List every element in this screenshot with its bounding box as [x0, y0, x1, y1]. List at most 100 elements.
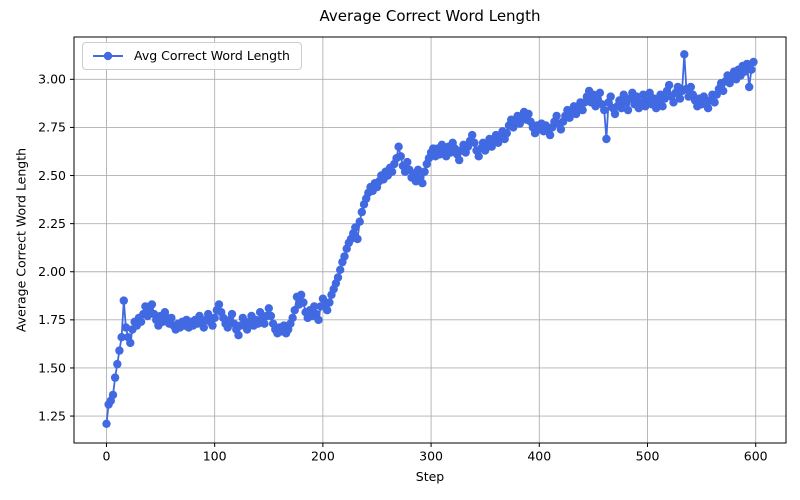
- data-point-marker: [336, 265, 345, 274]
- data-point-marker: [136, 317, 146, 326]
- data-point-marker: [749, 57, 758, 67]
- data-point-marker: [223, 323, 232, 332]
- data-point-marker: [658, 102, 667, 111]
- x-tick-label: 100: [203, 449, 227, 464]
- data-point-marker: [639, 90, 648, 99]
- y-tick-label: 2.75: [38, 120, 66, 135]
- data-point-marker: [204, 309, 213, 319]
- data-point-marker: [552, 111, 561, 121]
- data-point-marker: [119, 296, 128, 305]
- data-point-marker: [600, 105, 609, 115]
- data-point-marker: [740, 67, 750, 76]
- data-point-marker: [208, 321, 217, 330]
- data-point-marker: [578, 105, 587, 115]
- data-point-marker: [719, 86, 728, 96]
- data-point-marker: [680, 50, 689, 59]
- data-point-marker: [357, 207, 366, 217]
- axes-spines: [73, 36, 787, 444]
- data-point-marker: [260, 319, 269, 328]
- x-tick-label: 0: [102, 449, 110, 464]
- data-point-marker: [167, 313, 176, 323]
- data-point-marker: [403, 157, 412, 167]
- data-point-marker: [632, 92, 641, 101]
- data-point-marker: [340, 252, 349, 261]
- legend: Avg Correct Word Length: [82, 42, 302, 70]
- data-point-marker: [595, 88, 605, 98]
- legend-label: Avg Correct Word Length: [134, 48, 290, 63]
- data-point-marker: [242, 325, 252, 334]
- data-point-marker: [623, 105, 633, 115]
- data-point-marker: [199, 323, 208, 332]
- x-tick-label: 300: [419, 449, 443, 464]
- data-point-marker: [325, 298, 334, 307]
- data-point-marker: [117, 333, 126, 342]
- data-point-marker: [742, 59, 752, 69]
- data-point-marker: [610, 109, 620, 119]
- data-point-marker: [108, 390, 118, 400]
- data-point-marker: [556, 125, 566, 134]
- data-point-marker: [387, 167, 397, 176]
- data-point-marker: [418, 179, 427, 188]
- y-tick-label: 1.50: [38, 360, 66, 375]
- data-point-marker: [664, 80, 674, 90]
- data-point-marker: [115, 346, 124, 355]
- data-point-marker: [645, 88, 654, 98]
- data-point-marker: [121, 323, 131, 332]
- data-point-marker: [310, 302, 319, 311]
- data-point-marker: [747, 65, 756, 74]
- y-tick-label: 3.00: [38, 72, 66, 87]
- data-point-marker: [619, 90, 628, 99]
- data-point-marker: [606, 92, 615, 101]
- data-point-marker: [602, 134, 611, 144]
- data-point-marker: [351, 223, 360, 232]
- data-point-marker: [288, 313, 297, 323]
- data-point-marker: [394, 142, 403, 151]
- y-tick-label: 2.50: [38, 168, 66, 183]
- data-point-marker: [210, 313, 219, 323]
- x-tick-label: 600: [744, 449, 768, 464]
- data-point-marker: [660, 94, 669, 103]
- data-point-marker: [253, 319, 263, 328]
- y-axis-label: Average Correct Word Length: [13, 147, 29, 333]
- y-tick-label: 1.75: [38, 312, 66, 327]
- legend-marker-sample: [103, 51, 113, 61]
- data-point-marker: [314, 315, 323, 325]
- data-point-marker: [264, 304, 273, 313]
- data-point-marker: [113, 359, 122, 369]
- data-point-marker: [333, 273, 343, 282]
- data-point-marker: [420, 167, 429, 176]
- data-point-marker: [102, 419, 111, 428]
- data-point-marker: [468, 130, 477, 140]
- x-tick-label: 500: [636, 449, 660, 464]
- data-point-marker: [686, 82, 695, 92]
- data-point-marker: [355, 217, 364, 226]
- data-point-marker: [615, 96, 624, 105]
- y-tick-label: 2.25: [38, 216, 66, 231]
- data-point-marker: [589, 90, 598, 99]
- data-point-marker: [147, 300, 157, 309]
- data-point-marker: [502, 129, 511, 138]
- data-point-marker: [745, 82, 754, 92]
- data-point-marker: [413, 165, 423, 174]
- y-tick-label: 1.25: [38, 408, 66, 423]
- data-point-marker: [299, 298, 308, 307]
- data-point-marker: [297, 290, 306, 299]
- data-point-marker: [110, 373, 120, 382]
- data-point-marker: [266, 311, 276, 321]
- data-point-marker: [617, 104, 626, 113]
- data-point-marker: [234, 331, 243, 340]
- data-point-marker: [455, 155, 464, 165]
- x-tick-label: 200: [311, 449, 335, 464]
- data-point-marker: [710, 98, 719, 107]
- x-axis-label: Step: [415, 469, 445, 484]
- data-point-marker: [545, 130, 555, 140]
- legend-line-marker-icon: [93, 51, 123, 61]
- data-point-marker: [396, 152, 405, 161]
- y-tick-label: 2.00: [38, 264, 66, 279]
- data-point-marker: [675, 94, 685, 103]
- data-point-marker: [669, 98, 678, 107]
- data-point-marker: [524, 109, 533, 119]
- data-point-marker: [323, 306, 332, 315]
